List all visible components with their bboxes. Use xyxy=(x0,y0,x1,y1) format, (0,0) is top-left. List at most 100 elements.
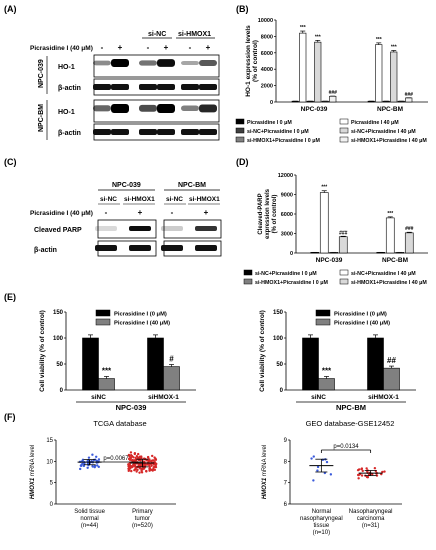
category-label-1-line-2: (n=520) xyxy=(132,523,153,529)
y-tick-label: 0 xyxy=(60,388,64,394)
legend-swatch-0 xyxy=(315,309,331,317)
chart-title: GEO database-GSE12452 xyxy=(306,419,395,428)
point-1-78 xyxy=(139,467,142,470)
blot-a-ho1-band-bm-0 xyxy=(93,105,111,112)
annotation-0-3: *** xyxy=(315,34,321,40)
legend-swatch-0 xyxy=(235,118,245,125)
bar-0-1 xyxy=(98,378,115,391)
legend-label-0: si-NC+Picrasidine I 0 μM xyxy=(255,271,317,277)
y-tick-label: 0 xyxy=(290,251,293,257)
bar-1-3 xyxy=(404,232,414,254)
blot-a-actin-band-bm-5 xyxy=(199,129,217,135)
blot-c-sinc-bm: si-NC xyxy=(166,196,183,203)
annotation-0: *** xyxy=(102,366,112,375)
point-0-26 xyxy=(86,466,89,469)
point-1-30 xyxy=(383,470,386,473)
category-label-1: NPC-BM xyxy=(382,257,408,264)
annotation-0: *** xyxy=(322,366,332,375)
point-1-30 xyxy=(130,469,133,473)
point-1-76 xyxy=(147,463,151,466)
legend-swatch-5 xyxy=(339,136,349,143)
annotation-1-5: ### xyxy=(405,92,414,98)
bar-1-1 xyxy=(383,367,400,391)
annotation-1-3: ### xyxy=(405,226,414,232)
point-1-102 xyxy=(137,464,141,467)
blot-a-actin-band-039-5 xyxy=(199,84,217,90)
annotation-0-1: *** xyxy=(321,185,327,191)
y-tick-label: 15 xyxy=(46,438,53,444)
point-1-124 xyxy=(127,469,130,473)
point-0-7 xyxy=(323,471,327,475)
point-1-138 xyxy=(127,464,130,468)
category-label-0-line-0: Normal xyxy=(312,509,331,515)
point-0-8 xyxy=(316,465,320,469)
blot-c-parp-band-3 xyxy=(195,226,217,231)
chart-d-cleaved-parp: 0 3000 6000 9000 12000 *** ### NPC-039 *** ### NPC… xyxy=(243,173,428,286)
y-axis-label-gene: HMOX1 xyxy=(262,477,268,499)
blot-a-actin-band-039-1 xyxy=(111,84,129,90)
point-0-15 xyxy=(91,453,94,456)
blot-a-band-actin-bm: β-actin xyxy=(58,130,81,137)
point-1-132 xyxy=(129,451,133,454)
legend-label-1: Picrasidine I (40 μM) xyxy=(334,321,390,327)
legend-label-2: si-HMOX1+Picrasidine I 0 μM xyxy=(255,280,328,286)
y-tick-label: 150 xyxy=(53,310,64,316)
point-0-3 xyxy=(329,473,333,476)
blot-c-parp-band-2 xyxy=(161,226,183,231)
point-1-149 xyxy=(132,464,135,467)
blot-a-group-sinc: si-NC xyxy=(148,31,166,38)
point-0-39 xyxy=(81,458,85,461)
point-1-26 xyxy=(356,468,360,472)
legend-swatch-1 xyxy=(339,118,349,125)
panel-label-c: (C) xyxy=(4,157,17,167)
chart-e-viability-npcbm: 0 50 100 150 siNC siHMOX-1 Cell viability (% o… xyxy=(259,309,416,412)
point-0-27 xyxy=(93,465,96,469)
point-1-116 xyxy=(140,455,143,458)
y-tick-label: 7 xyxy=(284,481,288,487)
point-1-13 xyxy=(357,477,360,480)
blot-a-actin-band-bm-1 xyxy=(111,129,129,135)
bar-0-0 xyxy=(302,337,319,391)
category-label-0: siNC xyxy=(91,394,106,401)
chart-f-geo: GEO database-GSE12452 6 7 8 9 Normalnasophary… xyxy=(262,419,402,536)
legend-label-4: si-HMOX1+Picrasidine I 0 μM xyxy=(247,138,320,144)
point-1-25 xyxy=(361,469,364,473)
y-tick-label: 8000 xyxy=(261,34,273,40)
blot-a-sign-1: + xyxy=(118,43,123,52)
blot-a-cell-npcbm: NPC-BM xyxy=(38,104,45,132)
y-tick-label: 6 xyxy=(284,502,288,508)
legend-swatch-0 xyxy=(243,269,253,276)
point-0-19 xyxy=(87,456,91,459)
blot-c-sihmox1-039: si-HMOX1 xyxy=(124,196,155,203)
point-0-5 xyxy=(325,460,329,464)
legend-swatch-3 xyxy=(339,127,349,134)
point-1-7 xyxy=(373,466,377,470)
point-0-25 xyxy=(81,462,84,466)
point-1-60 xyxy=(128,455,131,458)
legend-label-1: Picrasidine I 40 μM xyxy=(351,120,399,126)
blot-a-treatment-label: Picrasidine I (40 μM) xyxy=(30,45,93,52)
blot-a: si-NC si-HMOX1 Picrasidine I (40 μM) - + -… xyxy=(30,31,220,141)
y-axis-label-rest: mRNA level xyxy=(30,445,36,478)
point-1-10 xyxy=(381,470,384,474)
legend-label-2: si-NC+Picrasidine I 0 μM xyxy=(247,129,309,135)
point-0-41 xyxy=(91,465,94,468)
point-0-33 xyxy=(97,458,101,461)
category-label-1: siHMOX-1 xyxy=(148,394,179,401)
category-label-0-line-0: Solid tissue xyxy=(74,509,105,515)
point-1-90 xyxy=(145,470,148,473)
point-1-147 xyxy=(133,459,137,462)
blot-c-actin-band-3 xyxy=(195,245,217,251)
blot-a-sign-5: + xyxy=(206,43,211,52)
blot-a-sign-2: - xyxy=(147,43,150,52)
point-1-115 xyxy=(152,465,156,469)
y-tick-label: 3000 xyxy=(281,232,293,238)
annotation-1: # xyxy=(169,355,174,364)
legend-swatch-0 xyxy=(95,309,111,317)
y-tick-label: 10 xyxy=(46,459,53,465)
bar-0-3 xyxy=(314,41,322,103)
panel-label-e: (E) xyxy=(4,292,16,302)
category-label-0: siNC xyxy=(311,394,326,401)
blot-c-sinc-039: si-NC xyxy=(100,196,117,203)
